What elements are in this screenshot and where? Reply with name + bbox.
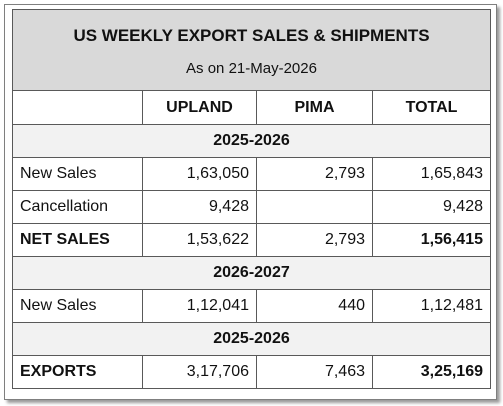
column-header: TOTAL	[372, 90, 491, 125]
empty-cell	[256, 190, 373, 224]
subtitle: As on 21-May-2026	[186, 59, 317, 77]
export-table: US WEEKLY EXPORT SALES & SHIPMENTS As on…	[12, 9, 491, 389]
cell: 2,793	[256, 223, 373, 257]
cell: 2,793	[256, 157, 373, 191]
title-cell: US WEEKLY EXPORT SALES & SHIPMENTS As on…	[12, 9, 491, 91]
cell: 3,17,706	[142, 355, 257, 389]
section-label: 2025-2026	[12, 124, 491, 158]
section-label: 2026-2027	[12, 256, 491, 290]
frame: US WEEKLY EXPORT SALES & SHIPMENTS As on…	[4, 4, 497, 400]
cell: 1,65,843	[372, 157, 491, 191]
cell: 7,463	[256, 355, 373, 389]
title: US WEEKLY EXPORT SALES & SHIPMENTS	[73, 25, 430, 45]
cell: 1,12,481	[372, 289, 491, 323]
section-label: 2025-2026	[12, 322, 491, 356]
cell: 9,428	[372, 190, 491, 224]
empty-header	[12, 90, 143, 125]
row-label: Cancellation	[12, 190, 143, 224]
row-label: New Sales	[12, 289, 143, 323]
cell: 9,428	[142, 190, 257, 224]
column-header: UPLAND	[142, 90, 257, 125]
cell: 3,25,169	[372, 355, 491, 389]
cell: 1,53,622	[142, 223, 257, 257]
cell: 1,56,415	[372, 223, 491, 257]
cell: 1,63,050	[142, 157, 257, 191]
row-label: New Sales	[12, 157, 143, 191]
row-label: EXPORTS	[12, 355, 143, 389]
row-label: NET SALES	[12, 223, 143, 257]
cell: 1,12,041	[142, 289, 257, 323]
column-header: PIMA	[256, 90, 373, 125]
cell: 440	[256, 289, 373, 323]
